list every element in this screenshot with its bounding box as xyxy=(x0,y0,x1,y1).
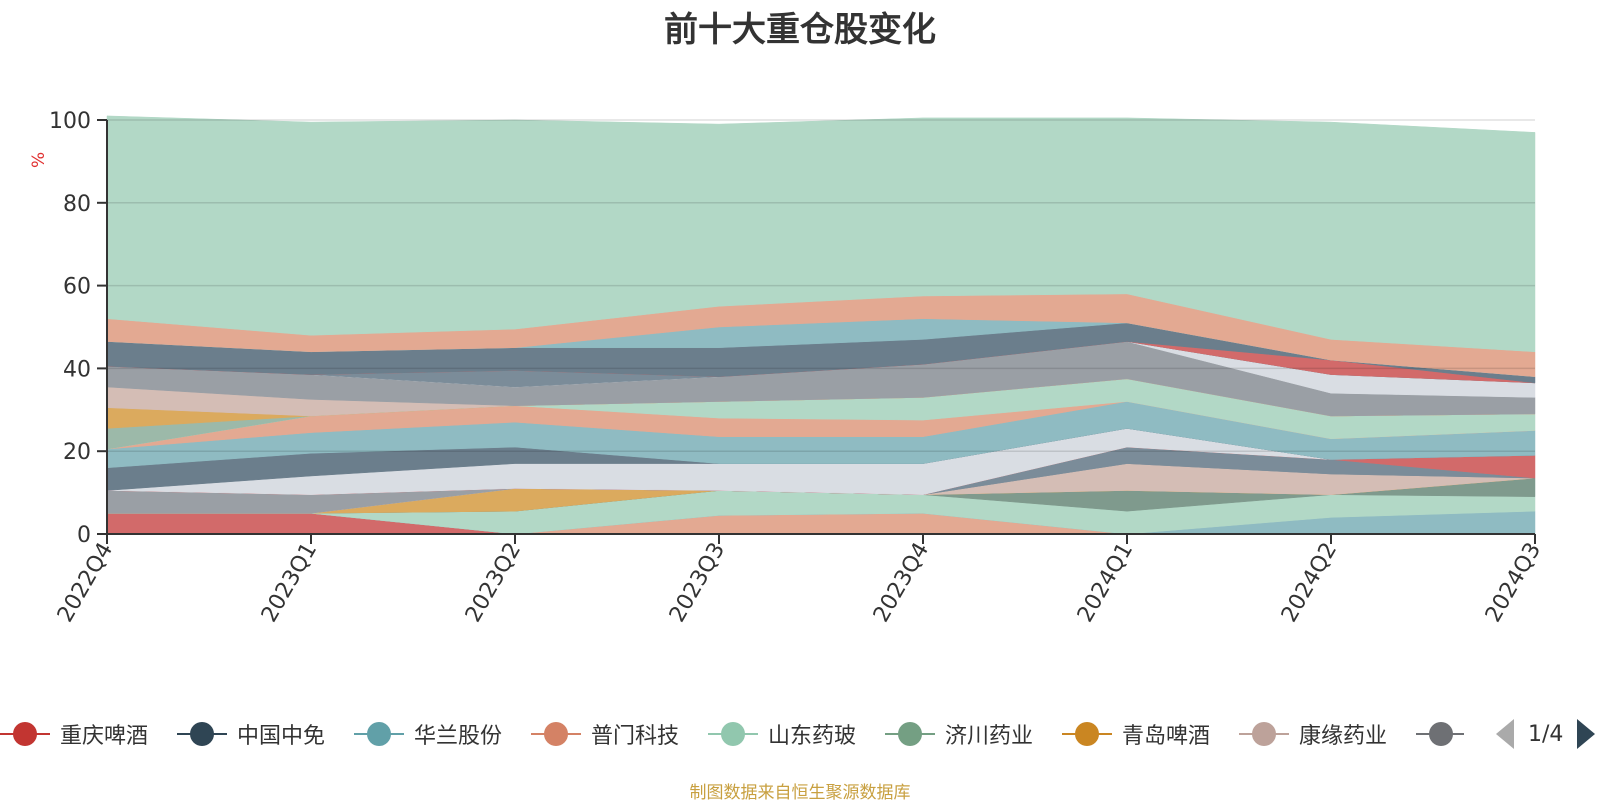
legend-symbol-icon xyxy=(177,716,227,752)
x-tick-label-1: 2023Q1 xyxy=(257,539,322,627)
y-tick-label-0: 0 xyxy=(77,523,91,548)
legend-label: 济川药业 xyxy=(945,724,1034,749)
legend-symbol-icon xyxy=(708,716,758,752)
legend-page-indicator: 1/4 xyxy=(1528,721,1564,747)
legend-label: 普门科技 xyxy=(591,724,680,749)
legend-symbol-icon xyxy=(1239,716,1289,752)
legend-item-2[interactable]: 华兰股份 xyxy=(354,716,502,752)
legend-symbol-icon xyxy=(0,716,50,752)
legend-symbol-icon xyxy=(885,716,935,752)
x-tick-label-0: 2022Q4 xyxy=(53,539,118,627)
legend-label: 重庆啤酒 xyxy=(60,724,149,749)
grid-lines xyxy=(107,119,1535,452)
legend-item-6[interactable]: 青岛啤酒 xyxy=(1062,716,1210,752)
legend-symbol-icon xyxy=(1416,716,1464,752)
legend-label: 康缘药业 xyxy=(1299,724,1388,749)
x-tick-label-5: 2024Q1 xyxy=(1073,539,1138,627)
x-tick-label-3: 2023Q3 xyxy=(665,539,730,627)
legend-label: 华兰股份 xyxy=(414,724,503,749)
legend-symbol-icon xyxy=(531,716,581,752)
legend-items-viewport: 重庆啤酒 中国中免 华兰股份 普门科技 山东药玻 济川药业 青岛啤酒 康缘药业 贵州茅台 xyxy=(0,716,1464,756)
x-tick-label-2: 2023Q2 xyxy=(461,539,526,627)
legend-item-7[interactable]: 康缘药业 xyxy=(1239,716,1387,752)
legend-label: 青岛啤酒 xyxy=(1122,724,1211,749)
x-tick-label-4: 2023Q4 xyxy=(869,539,934,627)
area-series-group xyxy=(106,115,1536,535)
legend-item-1[interactable]: 中国中免 xyxy=(177,716,325,752)
legend-label: 山东药玻 xyxy=(768,724,857,749)
legend: 重庆啤酒 中国中免 华兰股份 普门科技 山东药玻 济川药业 青岛啤酒 康缘药业 贵州茅台 xyxy=(0,716,1600,756)
legend-item-0[interactable]: 重庆啤酒 xyxy=(0,716,148,752)
legend-pager: 1/4 xyxy=(1496,716,1596,752)
source-note: 制图数据来自恒生聚源数据库 xyxy=(689,783,911,803)
y-tick-label-60: 60 xyxy=(63,275,91,300)
x-tick-label-6: 2024Q2 xyxy=(1277,539,1342,627)
x-tick-label-7: 2024Q3 xyxy=(1481,539,1546,627)
y-tick-label-100: 100 xyxy=(49,109,91,134)
chart-title: 前十大重仓股变化 xyxy=(664,10,936,50)
area-layer-25 xyxy=(106,115,1536,353)
legend-item-8[interactable]: 贵州茅台 xyxy=(1416,716,1464,752)
legend-item-3[interactable]: 普门科技 xyxy=(531,716,679,752)
y-axis-unit-label: % xyxy=(29,152,49,168)
legend-label: 中国中免 xyxy=(237,724,326,749)
legend-item-5[interactable]: 济川药业 xyxy=(885,716,1033,752)
y-tick-label-20: 20 xyxy=(63,440,91,465)
y-tick-label-40: 40 xyxy=(63,357,91,382)
legend-symbol-icon xyxy=(354,716,404,752)
legend-next-page-icon[interactable] xyxy=(1577,719,1596,749)
y-tick-label-80: 80 xyxy=(63,192,91,217)
legend-prev-page-icon[interactable] xyxy=(1496,719,1514,749)
legend-item-4[interactable]: 山东药玻 xyxy=(708,716,856,752)
legend-symbol-icon xyxy=(1062,716,1112,752)
